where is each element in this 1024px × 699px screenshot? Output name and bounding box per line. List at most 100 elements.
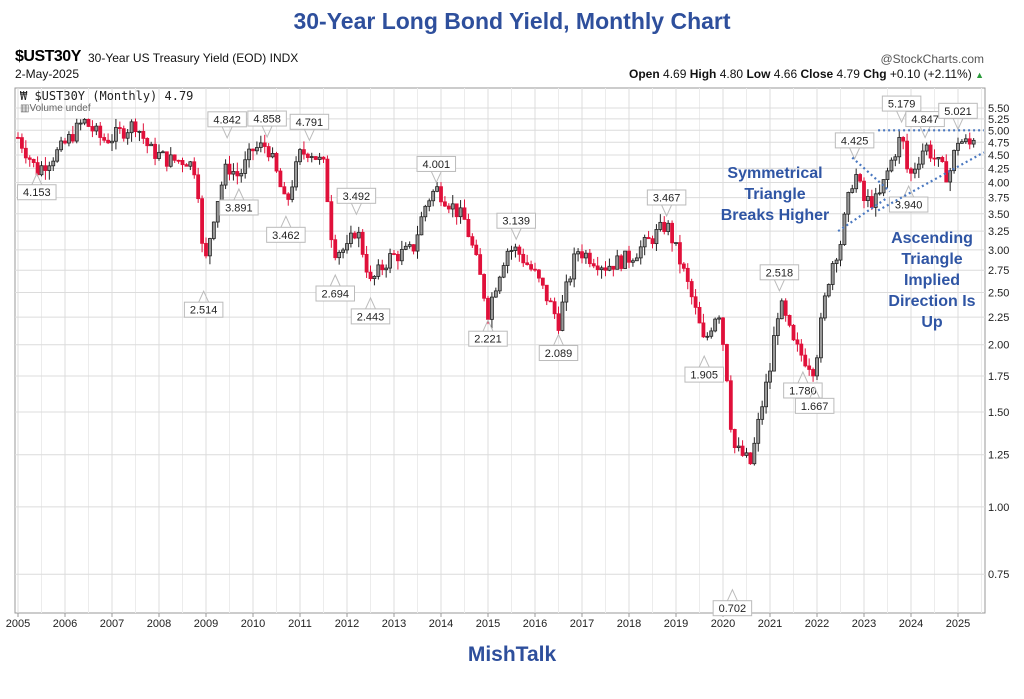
- symbol: $UST30Y: [15, 48, 81, 65]
- extreme-label: 4.858: [253, 114, 281, 126]
- open-value: 4.69: [663, 67, 687, 81]
- candle-down: [787, 315, 792, 326]
- legend-volume: ▥Volume undef: [20, 103, 91, 114]
- candle-up: [815, 357, 819, 377]
- y-tick-label: 2.50: [988, 287, 1009, 299]
- annotation-text: Ascending: [891, 230, 973, 247]
- x-tick-label: 2024: [899, 618, 923, 630]
- candle-up: [55, 149, 60, 162]
- candle-up: [615, 255, 620, 270]
- candle-down: [470, 236, 475, 246]
- x-tick-label: 2010: [241, 618, 265, 630]
- annotation-text: Up: [921, 314, 943, 331]
- candle-down: [525, 262, 530, 265]
- candle-up: [403, 245, 408, 250]
- candle-up: [897, 137, 902, 158]
- candle-down: [478, 254, 483, 275]
- candle-down: [164, 151, 169, 167]
- extreme-label: 4.847: [911, 114, 939, 126]
- candle-down: [329, 201, 334, 241]
- extreme-label-box: [496, 212, 536, 229]
- candle-down: [20, 137, 24, 149]
- candle-up: [893, 156, 898, 161]
- candle-down: [286, 193, 291, 200]
- extreme-pointer: [430, 171, 442, 184]
- plot-frame: [14, 87, 986, 614]
- candle-up: [658, 221, 663, 230]
- candle-down: [333, 239, 338, 259]
- candle-up: [913, 168, 917, 174]
- candle-up: [82, 118, 87, 124]
- candle-down: [180, 160, 185, 166]
- x-tick-label: 2014: [429, 618, 453, 630]
- footer-brand: MishTalk: [467, 643, 557, 666]
- candle-down: [529, 264, 533, 270]
- candle-down: [799, 343, 804, 356]
- candle-up: [842, 213, 847, 245]
- candle-down: [482, 274, 486, 299]
- extreme-label: 5.179: [888, 99, 916, 111]
- candle-down: [176, 159, 181, 162]
- close-value: 4.79: [836, 67, 860, 81]
- candle-down: [544, 284, 549, 302]
- candle-down: [905, 140, 909, 170]
- candle-up: [822, 295, 827, 319]
- candle-up: [948, 170, 953, 183]
- candle-up: [505, 250, 510, 266]
- extreme-label-box: [416, 155, 457, 172]
- candle-down: [184, 164, 189, 167]
- extreme-label: 4.153: [23, 187, 51, 199]
- candle-up: [513, 246, 518, 251]
- y-tick-label: 0.75: [988, 569, 1009, 581]
- y-tick-label: 2.25: [988, 312, 1009, 324]
- extreme-label: 2.089: [545, 348, 573, 360]
- candle-down: [262, 142, 267, 147]
- x-tick-label: 2025: [946, 618, 970, 630]
- candle-down: [662, 221, 667, 232]
- candle-up: [129, 121, 134, 134]
- candle-up: [775, 318, 780, 336]
- y-tick-label: 4.50: [988, 150, 1009, 162]
- candle-up: [114, 127, 118, 142]
- candle-up: [497, 276, 502, 292]
- candle-up: [760, 406, 765, 420]
- extreme-label-box: [468, 330, 508, 347]
- close-label: Close: [800, 67, 834, 81]
- candle-up: [294, 161, 298, 188]
- x-tick-label: 2017: [570, 618, 594, 630]
- trendline-asc-lower: [877, 151, 985, 212]
- candle-up: [709, 330, 714, 337]
- candle-down: [587, 252, 592, 265]
- candle-down: [795, 339, 800, 345]
- candle-down: [121, 128, 126, 139]
- candle-up: [838, 244, 843, 261]
- x-tick-label: 2016: [523, 618, 547, 630]
- extreme-label-box: [17, 184, 57, 201]
- candle-down: [791, 324, 796, 341]
- candle-down: [909, 168, 913, 174]
- y-tick-label: 4.00: [988, 178, 1009, 190]
- candle-up: [431, 190, 436, 202]
- candle-down: [35, 162, 40, 176]
- extreme-label-box: [646, 189, 687, 206]
- candle-down: [537, 269, 541, 279]
- candle-down: [411, 244, 416, 252]
- extreme-pointer: [903, 184, 915, 198]
- candle-up: [423, 205, 428, 218]
- extreme-label-box: [684, 366, 724, 383]
- candle-down: [967, 138, 972, 145]
- y-tick-label: 1.75: [988, 371, 1009, 383]
- candle-up: [125, 132, 130, 139]
- extreme-pointer: [221, 126, 233, 140]
- candle-up: [772, 335, 776, 372]
- chart-area: 5.505.255.004.754.504.25 4.00 3.75 3.50 3.25…: [6, 87, 1009, 630]
- extreme-pointer: [261, 125, 273, 139]
- candle-up: [744, 452, 749, 456]
- extreme-label: 2.694: [321, 289, 349, 301]
- candle-down: [90, 126, 95, 132]
- candle-up: [415, 234, 420, 252]
- x-tick-label: 2013: [382, 618, 406, 630]
- candle-down: [274, 153, 279, 172]
- annotation-text: Direction Is: [888, 293, 975, 310]
- candle-up: [936, 157, 941, 160]
